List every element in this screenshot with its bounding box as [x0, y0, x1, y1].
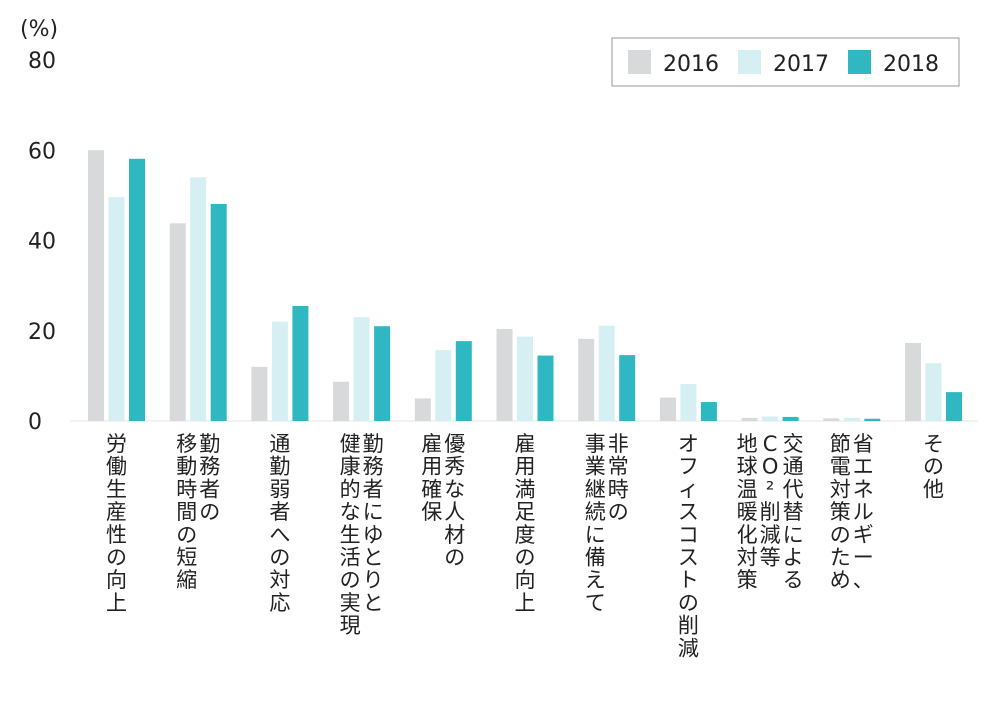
legend-swatch-2018 — [848, 50, 871, 74]
legend-swatch-2017 — [738, 50, 761, 74]
y-tick-label: 20 — [28, 320, 56, 345]
category-label: 移動時間の短縮 — [176, 432, 197, 592]
legend-box — [611, 37, 960, 87]
bar-2017 — [762, 416, 779, 421]
category-label: 勤務者にゆとりと — [363, 432, 384, 615]
bar-2017 — [843, 417, 860, 421]
category-label: 交通代替による — [783, 432, 804, 592]
bar-2018 — [700, 402, 717, 421]
bar-2018 — [374, 326, 391, 421]
bar-2018 — [129, 158, 145, 422]
bar-2018 — [619, 355, 636, 421]
bar-2017 — [680, 383, 697, 421]
category-label: 優秀な人材の — [444, 432, 465, 570]
bar-2016 — [659, 397, 676, 421]
bar-2017 — [925, 363, 942, 421]
legend-label-2018: 2018 — [883, 52, 939, 77]
category-label: 省エネルギー、 — [853, 432, 874, 592]
bar-2017 — [108, 197, 125, 421]
category-label: C O ² 削減等 — [760, 432, 781, 570]
y-tick-label: 40 — [28, 230, 56, 255]
bar-2018 — [455, 341, 472, 421]
bar-2016 — [905, 342, 921, 421]
bar-2017 — [517, 336, 533, 421]
bar-2016 — [414, 398, 431, 421]
category-label: オフィスコストの削減 — [678, 432, 699, 660]
y-axis-ticks: 0 20 40 60 80 — [28, 49, 56, 435]
y-tick-label: 80 — [28, 49, 56, 74]
bar-2017 — [271, 321, 288, 421]
bar-2017 — [353, 317, 370, 421]
category-label: 労働生産性の向上 — [106, 432, 127, 615]
bar-2016 — [169, 223, 186, 421]
bar-2016 — [578, 338, 595, 421]
category-label: 勤務者の — [199, 432, 220, 524]
bar-2018 — [210, 203, 227, 421]
legend: 2016 2017 2018 — [611, 37, 960, 87]
bar-2017 — [435, 350, 452, 421]
category-label: 雇用満足度の向上 — [515, 432, 536, 615]
bar-2016 — [496, 328, 513, 421]
legend-swatch-2016 — [628, 50, 651, 74]
bar-2016 — [251, 366, 268, 421]
bar-2016 — [333, 381, 350, 421]
category-label: 健康的な生活の実現 — [340, 432, 361, 638]
bar-2016 — [88, 150, 104, 421]
category-label: その他 — [923, 432, 944, 501]
bar-2018 — [946, 392, 962, 421]
category-label: 非常時の — [608, 432, 629, 524]
bar-2018 — [292, 305, 309, 421]
category-label: 節電対策のため — [830, 432, 851, 592]
legend-label-2016: 2016 — [663, 52, 719, 77]
bar-2016 — [823, 418, 840, 421]
category-label: 事業継続に備えて — [585, 432, 606, 615]
bar-2018 — [537, 355, 554, 421]
bar-2018 — [782, 416, 799, 421]
bar-2017 — [190, 177, 207, 421]
category-label: 雇用確保 — [421, 432, 442, 524]
y-tick-label: 0 — [28, 410, 42, 435]
y-tick-label: 60 — [28, 139, 56, 164]
legend-label-2017: 2017 — [773, 52, 829, 77]
bar-2018 — [864, 418, 881, 421]
bar-2017 — [598, 325, 615, 421]
bars — [88, 150, 962, 422]
category-label: 通勤弱者への対応 — [269, 432, 290, 615]
y-axis-unit-label: (%) — [20, 17, 58, 42]
category-label: 地球温暖化対策 — [737, 432, 758, 592]
bar-2016 — [741, 417, 758, 421]
